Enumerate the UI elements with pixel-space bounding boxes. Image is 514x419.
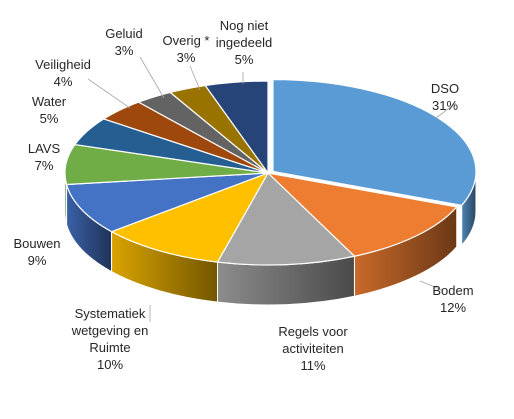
slice-label-water: Water 5% — [32, 94, 67, 126]
slice-label-overig: Overig * 3% — [163, 33, 210, 65]
slice-bouwen — [65, 172, 269, 233]
slice-label-regels-voor-activiteiten: Regels voor activiteiten 11% — [278, 324, 348, 373]
leader-line-geluid — [139, 56, 165, 99]
leader-line-overig — [189, 65, 201, 91]
slice-label-lavs: LAVS 7% — [28, 141, 61, 173]
leader-line-veiligheid — [87, 78, 131, 109]
slice-label-systematiek-wetgeving-en-ruimte: Systematiek wetgeving en Ruimte 10% — [71, 306, 149, 372]
slice-regels-voor-activiteiten — [216, 172, 356, 266]
slice-bodem — [266, 172, 458, 257]
slice-labels: DSO 31% Bodem 12% Regels voor activiteiten 11%… — [14, 18, 474, 373]
slice-label-veiligheid: Veiligheid 4% — [35, 57, 91, 89]
slice-label-geluid: Geluid 3% — [105, 26, 143, 58]
slice-label-bouwen: Bouwen 9% — [14, 236, 61, 268]
slice-systematiek-wetgeving-en-ruimte — [110, 171, 270, 263]
slice-label-bodem: Bodem 12% — [432, 283, 473, 315]
leader-line-dso — [435, 102, 457, 119]
slice-nog-niet-ingedeeld — [204, 80, 269, 175]
leader-lines — [87, 56, 457, 322]
slice-label-dso: DSO 31% — [431, 81, 459, 113]
slice-dso — [272, 78, 477, 206]
pie-slices — [64, 78, 477, 266]
leader-line-bodem — [419, 280, 443, 291]
slice-label-nog-niet-ingedeeld: Nog niet ingedeeld 5% — [216, 18, 272, 67]
